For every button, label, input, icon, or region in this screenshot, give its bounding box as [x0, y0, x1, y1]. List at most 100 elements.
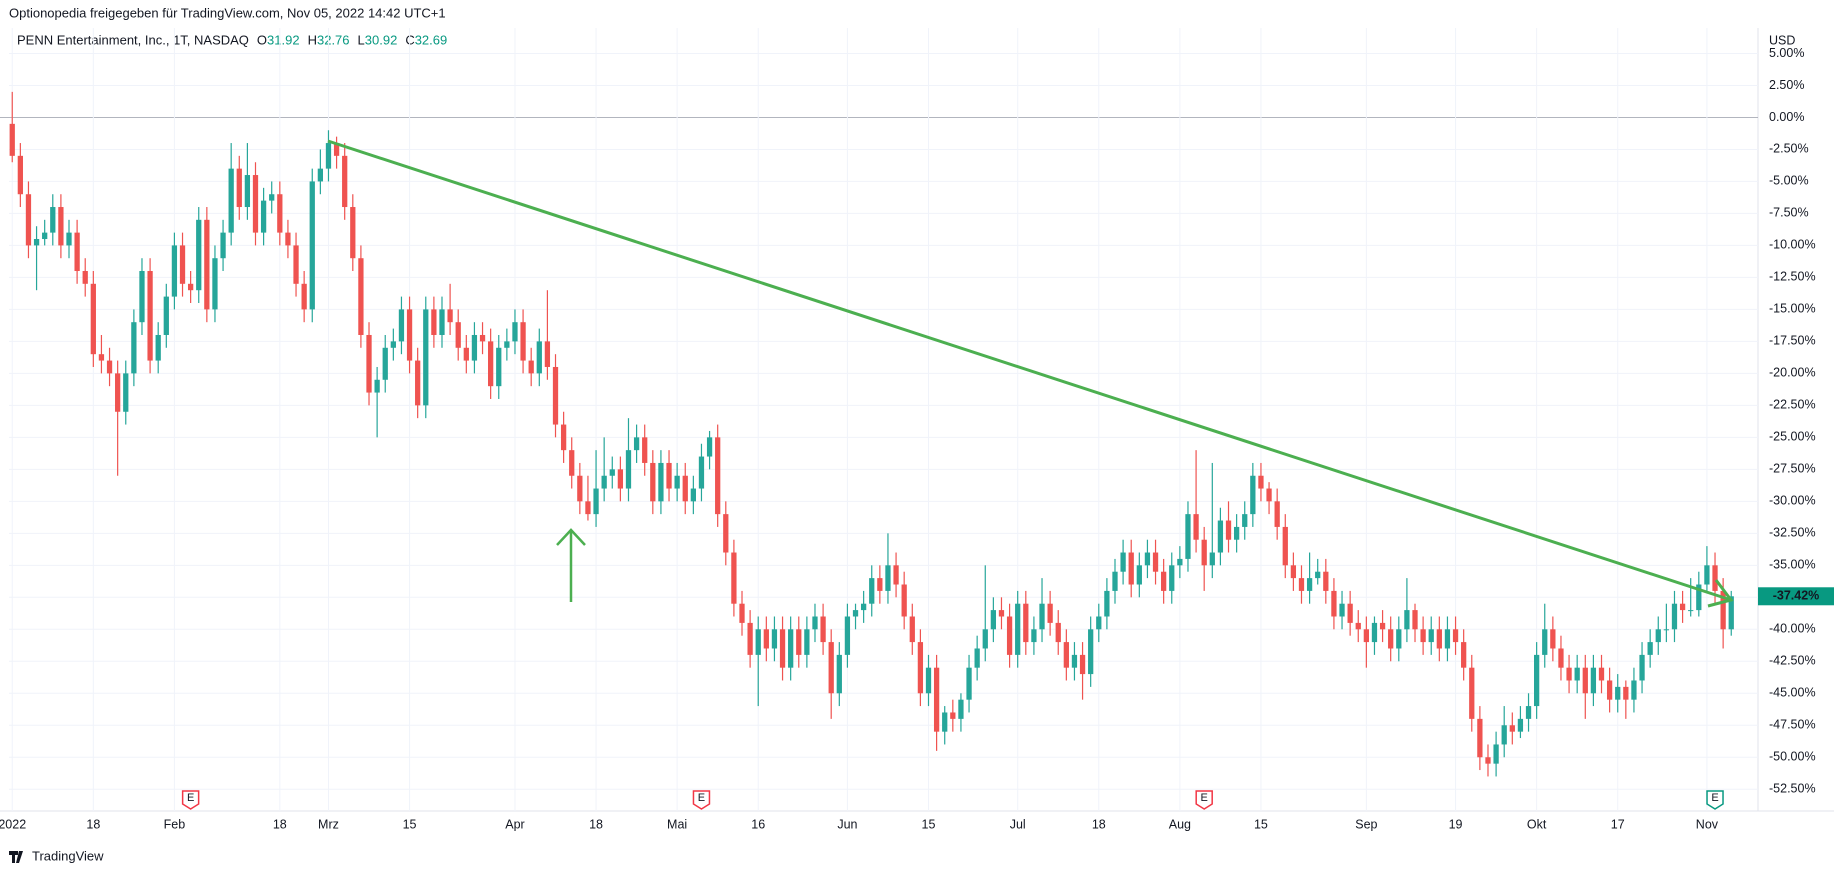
candle-body	[1574, 667, 1580, 681]
last-value-box	[1758, 587, 1834, 606]
candle-body	[642, 437, 648, 463]
candle-body	[479, 334, 486, 342]
candle-body	[942, 712, 948, 732]
y-tick-label: -5.00%	[1769, 174, 1809, 188]
candle-body	[1428, 629, 1434, 643]
x-tick-label: Jun	[837, 817, 857, 831]
candle-body	[901, 584, 907, 617]
x-tick-label: 2022	[0, 817, 26, 831]
candle-body	[1501, 725, 1507, 745]
y-tick-label: -20.00%	[1769, 366, 1816, 380]
candle-body	[423, 309, 429, 406]
candle-body	[74, 232, 80, 272]
candle-body	[1469, 667, 1475, 719]
legend: PENN Entertainment, Inc., 1T, NASDAQ O 31…	[17, 32, 447, 47]
legend-label: L	[358, 32, 365, 47]
candle-body	[277, 194, 283, 233]
candle-body	[1404, 610, 1410, 630]
candle-body	[1704, 565, 1710, 585]
candle-body	[260, 200, 267, 233]
candle-body	[674, 475, 680, 489]
candle-body	[1031, 629, 1037, 643]
candle-body	[812, 616, 818, 630]
candle-body	[1250, 475, 1256, 515]
candle-body	[893, 565, 899, 585]
candle-body	[1055, 622, 1061, 643]
candle-body	[285, 232, 291, 246]
candle-body	[966, 667, 972, 700]
candle-body	[577, 475, 583, 502]
trend-line	[327, 139, 1732, 602]
candle-body	[431, 309, 437, 335]
x-tick-label: 15	[1254, 817, 1268, 831]
candle-body	[1412, 610, 1418, 630]
candle-body	[398, 309, 405, 342]
legend-label: O	[257, 32, 267, 47]
last-value-label: -37.42%	[1773, 589, 1820, 603]
event-label: E	[1711, 792, 1718, 804]
candle-body	[1477, 718, 1483, 758]
candle-body	[1712, 565, 1718, 591]
candle-body	[1728, 596, 1734, 630]
y-tick-label: -27.50%	[1769, 462, 1816, 476]
candle-body	[836, 654, 842, 694]
candle-body	[1120, 552, 1126, 572]
grid	[0, 28, 1758, 811]
y-tick-label: -30.00%	[1769, 494, 1816, 508]
candle-body	[374, 379, 380, 393]
y-tick-label: -47.50%	[1769, 718, 1816, 732]
candle-body	[974, 648, 980, 668]
shared-by: Optionopedia freigegeben für TradingView…	[9, 5, 446, 20]
x-tick-label: 17	[1611, 817, 1625, 831]
candle-body	[1282, 526, 1288, 566]
candle-body	[1550, 629, 1556, 649]
candle-body	[1290, 565, 1297, 579]
candle-body	[1063, 642, 1069, 668]
y-tick-label: 0.00%	[1769, 110, 1804, 124]
candle-body	[58, 207, 64, 246]
candle-body	[333, 143, 340, 156]
candle-body	[1396, 629, 1402, 649]
candle-body	[1136, 565, 1142, 585]
x-tick-label: Feb	[164, 817, 186, 831]
candle-body	[358, 258, 364, 335]
legend-value: 32.69	[415, 32, 448, 47]
candle-body	[1306, 578, 1313, 591]
candle-body	[666, 462, 672, 489]
candle-body	[1177, 558, 1183, 566]
x-tick-label: Mrz	[318, 817, 339, 831]
event-badge	[1706, 790, 1724, 810]
candle-body	[220, 232, 226, 259]
candle-body	[917, 642, 924, 694]
candle-body	[982, 629, 988, 649]
candle-body	[1169, 565, 1175, 591]
legend-value: 32.76	[317, 32, 350, 47]
candle-body	[617, 469, 624, 489]
y-tick-label: -10.00%	[1769, 238, 1816, 252]
candle-body	[869, 578, 875, 604]
candle-body	[350, 207, 356, 259]
candle-body	[90, 283, 96, 355]
candle-body	[650, 462, 656, 502]
candle-body	[1379, 622, 1386, 630]
candle-body	[106, 360, 113, 374]
candle-body	[682, 475, 688, 502]
candle-body	[1542, 629, 1548, 655]
trend-arrow-head	[1707, 579, 1734, 608]
candle-body	[496, 347, 502, 387]
candle-body	[1298, 578, 1305, 591]
candle-body	[844, 616, 851, 655]
candle-body	[1039, 603, 1045, 630]
candle-body	[1217, 520, 1224, 553]
candle-body	[1606, 680, 1613, 700]
y-tick-label: -32.50%	[1769, 526, 1816, 540]
legend-value: 31.92	[267, 32, 300, 47]
y-tick-label: -40.00%	[1769, 622, 1816, 636]
candle-body	[1558, 648, 1564, 668]
candle-body	[187, 283, 194, 291]
candle-body	[9, 123, 15, 156]
candle-body	[1152, 552, 1159, 572]
candle-body	[98, 354, 105, 361]
candle-body	[1242, 514, 1248, 527]
currency: USD	[1769, 33, 1795, 47]
